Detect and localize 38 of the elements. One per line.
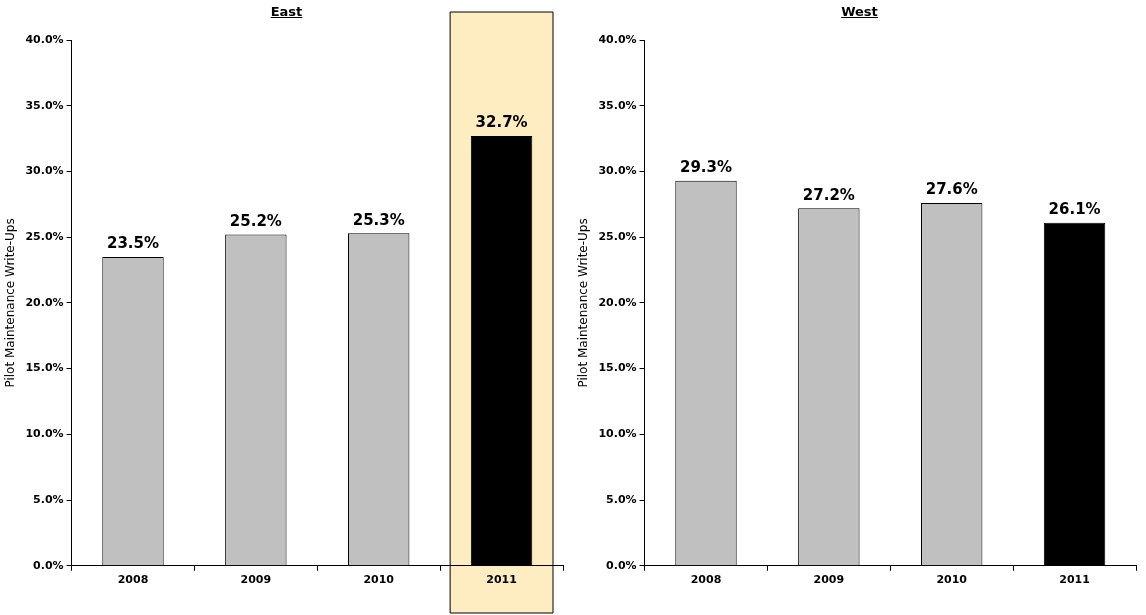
y-tick-label: 0.0% — [33, 558, 64, 572]
y-tick-label: 25.0% — [598, 230, 637, 244]
chart-title: West — [840, 4, 879, 19]
y-tick-label: 0.0% — [606, 558, 637, 572]
y-tick-label: 10.0% — [598, 427, 637, 441]
y-tick-label: 30.0% — [25, 164, 64, 178]
y-tick-label: 30.0% — [598, 164, 637, 178]
data-label: 27.2% — [802, 185, 855, 204]
data-label: 25.3% — [352, 210, 405, 229]
data-label: 23.5% — [106, 234, 160, 253]
data-label: 25.2% — [229, 211, 282, 230]
x-tick-label: 2008 — [117, 573, 149, 587]
data-label: 29.3% — [679, 158, 733, 177]
y-axis-title: Pilot Maintenance Write-Ups — [3, 218, 18, 388]
data-label: 32.7% — [475, 113, 528, 132]
chart-title: East — [269, 4, 304, 19]
data-label: 27.6% — [925, 180, 978, 199]
y-tick-label: 20.0% — [598, 295, 637, 309]
y-tick-label: 35.0% — [598, 98, 637, 112]
y-axis-title: Pilot Maintenance Write-Ups — [576, 218, 591, 388]
x-tick-label: 2011 — [486, 573, 517, 587]
y-tick-label: 35.0% — [25, 98, 64, 112]
y-tick-label: 10.0% — [25, 427, 64, 441]
x-tick-label: 2010 — [363, 573, 395, 587]
x-tick-label: 2010 — [936, 573, 968, 587]
x-tick-label: 2009 — [813, 573, 845, 587]
x-tick-label: 2008 — [690, 573, 722, 587]
y-tick-label: 5.0% — [33, 492, 64, 506]
y-tick-label: 40.0% — [598, 32, 637, 46]
y-tick-label: 25.0% — [25, 230, 64, 244]
x-tick-label: 2009 — [240, 573, 272, 587]
y-tick-label: 40.0% — [25, 32, 64, 46]
data-label: 26.1% — [1048, 200, 1101, 219]
y-tick-label: 5.0% — [606, 492, 637, 506]
y-tick-label: 15.0% — [598, 361, 637, 375]
x-tick-label: 2011 — [1059, 573, 1090, 587]
y-tick-label: 20.0% — [25, 295, 64, 309]
y-tick-label: 15.0% — [25, 361, 64, 375]
